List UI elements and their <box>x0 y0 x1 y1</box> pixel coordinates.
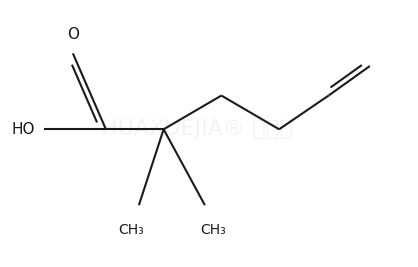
Text: HO: HO <box>12 122 35 137</box>
Text: CH₃: CH₃ <box>118 223 143 237</box>
Text: O: O <box>67 27 79 42</box>
Text: CH₃: CH₃ <box>200 223 226 237</box>
Text: HUAXUEJIA® 化学加: HUAXUEJIA® 化学加 <box>101 119 292 139</box>
